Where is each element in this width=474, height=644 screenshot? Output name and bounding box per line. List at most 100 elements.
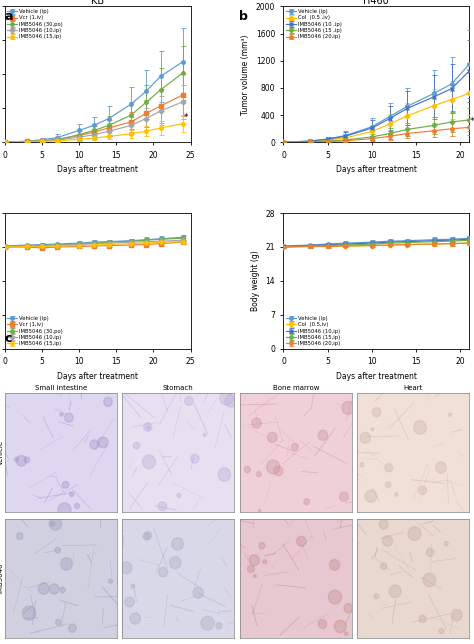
Circle shape [319, 620, 327, 629]
Circle shape [147, 426, 150, 430]
Y-axis label: IMB5046: IMB5046 [0, 563, 4, 593]
Circle shape [64, 413, 73, 422]
Circle shape [218, 468, 231, 481]
Circle shape [381, 563, 387, 569]
Circle shape [144, 531, 152, 540]
Text: a: a [5, 10, 13, 23]
Legend: Vehicle (ip), Col  (0.5 ,iv), IMB5046 (10 ,ip), IMB5046 (15 ,ip), IMB5046 (20,ip: Vehicle (ip), Col (0.5 ,iv), IMB5046 (10… [285, 8, 343, 41]
Circle shape [203, 433, 206, 436]
Circle shape [143, 533, 150, 540]
X-axis label: Days after treatment: Days after treatment [336, 166, 417, 175]
Circle shape [225, 395, 237, 407]
Circle shape [385, 482, 391, 488]
Text: c: c [5, 332, 12, 345]
Circle shape [297, 536, 306, 546]
Circle shape [360, 432, 371, 443]
Circle shape [55, 547, 61, 553]
Circle shape [125, 597, 134, 607]
Circle shape [68, 624, 76, 632]
Text: *: * [184, 113, 188, 122]
Circle shape [263, 560, 267, 564]
Circle shape [201, 616, 214, 630]
Circle shape [451, 609, 462, 621]
Circle shape [60, 413, 63, 416]
Title: Bone marrow: Bone marrow [273, 385, 319, 391]
Circle shape [426, 548, 434, 556]
Circle shape [193, 587, 203, 598]
Circle shape [249, 554, 259, 565]
Circle shape [14, 457, 18, 462]
Circle shape [144, 422, 152, 431]
Circle shape [24, 457, 30, 463]
Circle shape [439, 629, 444, 634]
Circle shape [318, 430, 328, 440]
Title: KB: KB [91, 0, 104, 6]
Y-axis label: Tumor volume (mm³): Tumor volume (mm³) [241, 34, 250, 115]
Legend: Vehicle (ip), Vcr (1,iv), IMB5046 (30,po), IMB5046 (10,ip), IMB5046 (15,ip): Vehicle (ip), Vcr (1,iv), IMB5046 (30,po… [6, 315, 64, 347]
Circle shape [328, 590, 342, 604]
Circle shape [62, 481, 69, 488]
Circle shape [185, 397, 193, 405]
Circle shape [266, 460, 280, 474]
Circle shape [344, 603, 353, 613]
Circle shape [372, 408, 381, 417]
Circle shape [70, 492, 74, 497]
Circle shape [172, 538, 183, 550]
Circle shape [383, 536, 392, 546]
Title: Stomach: Stomach [163, 385, 193, 391]
Circle shape [55, 620, 61, 625]
Circle shape [419, 486, 427, 495]
Circle shape [109, 579, 113, 583]
Circle shape [258, 509, 261, 512]
Circle shape [131, 584, 135, 588]
Circle shape [220, 392, 233, 405]
Circle shape [395, 493, 398, 497]
Y-axis label: Vehicle: Vehicle [0, 440, 4, 465]
Circle shape [17, 455, 27, 466]
Circle shape [254, 574, 256, 578]
Circle shape [448, 413, 452, 417]
Text: b: b [239, 10, 248, 23]
Circle shape [245, 466, 250, 473]
Circle shape [444, 542, 448, 545]
Circle shape [371, 428, 374, 431]
Circle shape [191, 454, 199, 463]
Circle shape [38, 583, 49, 594]
Circle shape [104, 397, 112, 406]
Circle shape [365, 490, 377, 502]
Circle shape [423, 573, 436, 587]
Y-axis label: Body weight (g): Body weight (g) [251, 251, 260, 311]
X-axis label: Days after treatment: Days after treatment [57, 166, 138, 175]
Circle shape [436, 462, 447, 473]
Circle shape [49, 517, 62, 530]
Circle shape [247, 565, 255, 573]
Circle shape [177, 493, 181, 498]
X-axis label: Days after treatment: Days after treatment [336, 372, 417, 381]
Circle shape [170, 556, 181, 569]
Circle shape [133, 442, 140, 449]
Circle shape [256, 471, 261, 477]
Circle shape [60, 587, 65, 592]
Circle shape [345, 632, 348, 636]
Circle shape [374, 594, 379, 599]
Circle shape [17, 533, 23, 540]
Circle shape [339, 492, 348, 502]
Circle shape [121, 562, 132, 574]
Circle shape [259, 542, 265, 549]
Circle shape [61, 558, 73, 570]
Circle shape [130, 613, 140, 624]
Circle shape [274, 466, 283, 476]
Circle shape [158, 502, 166, 511]
Circle shape [304, 498, 310, 505]
Title: Small intestine: Small intestine [35, 385, 87, 391]
Circle shape [419, 615, 426, 623]
Circle shape [360, 462, 364, 467]
Title: H460: H460 [364, 0, 389, 6]
Circle shape [22, 606, 36, 620]
Circle shape [159, 567, 167, 577]
Circle shape [334, 620, 346, 632]
Circle shape [49, 583, 59, 594]
Circle shape [292, 444, 298, 451]
Circle shape [216, 623, 222, 629]
Circle shape [143, 455, 155, 469]
